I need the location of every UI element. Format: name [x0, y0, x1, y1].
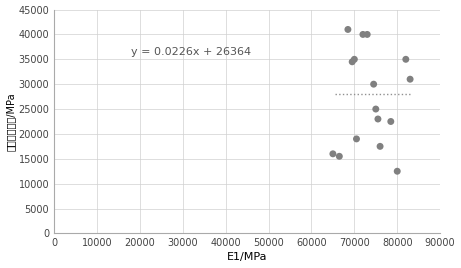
Point [372, 107, 379, 111]
Point [376, 144, 384, 148]
Point [351, 57, 358, 61]
Text: y = 0.0226x + 26364: y = 0.0226x + 26364 [131, 47, 251, 57]
Point [344, 27, 352, 32]
Point [364, 32, 371, 36]
Point [402, 57, 409, 61]
Point [407, 77, 414, 81]
Point [387, 119, 395, 124]
Point [359, 32, 366, 36]
Point [353, 137, 360, 141]
Point [370, 82, 378, 86]
Point [394, 169, 401, 173]
Point [374, 117, 382, 121]
Point [329, 152, 337, 156]
Point [336, 154, 343, 158]
X-axis label: E1/MPa: E1/MPa [227, 252, 267, 262]
Y-axis label: 实测杨氏模量/MPa: 实测杨氏模量/MPa [6, 92, 16, 151]
Point [349, 60, 356, 64]
